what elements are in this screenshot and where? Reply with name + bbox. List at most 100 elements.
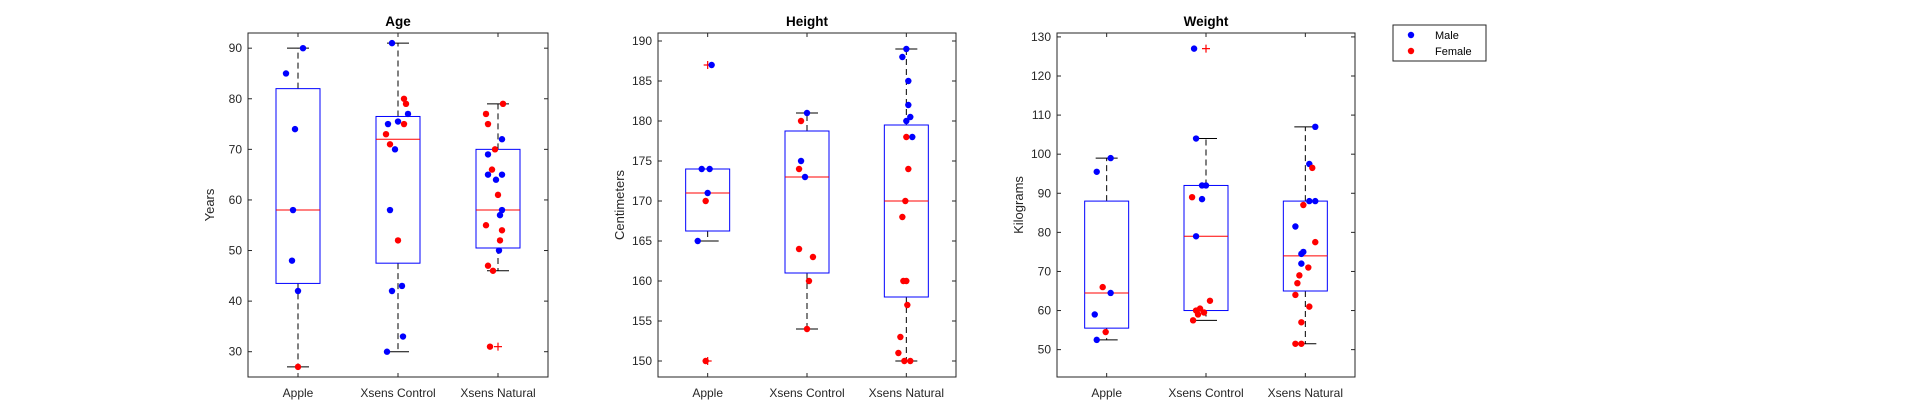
female-point: [1294, 279, 1301, 287]
male-point: [1093, 168, 1100, 175]
male-point: [299, 44, 307, 52]
female-point: [484, 120, 492, 128]
legend-frame: [1392, 24, 1487, 62]
y-tick-label: 80: [229, 92, 243, 106]
male-point: [496, 211, 504, 219]
y-tick-label: 90: [229, 41, 243, 55]
female-point: [1309, 164, 1316, 172]
y-tick-label: 170: [632, 194, 652, 208]
female-point: [1200, 309, 1208, 316]
box-iqr: [883, 124, 929, 298]
x-tick-label: Xsens Natural: [460, 386, 535, 400]
y-tick-label: 90: [1038, 186, 1052, 200]
female-point: [702, 357, 709, 365]
box-iqr: [275, 88, 321, 284]
male-point: [1107, 154, 1114, 162]
male-point: [291, 125, 299, 133]
y-tick-label: 60: [1038, 304, 1052, 318]
female-point: [795, 165, 803, 173]
male-point: [294, 287, 302, 295]
legend-marker-female: [1407, 47, 1415, 55]
male-point: [1312, 197, 1319, 205]
male-point: [388, 39, 396, 47]
male-point: [484, 151, 492, 158]
female-point: [400, 120, 408, 128]
female-point: [803, 325, 811, 333]
female-point: [1099, 283, 1106, 291]
male-point: [903, 117, 910, 125]
female-point: [484, 262, 492, 269]
outlier-marker: [494, 342, 502, 351]
y-tick-label: 80: [1038, 225, 1052, 239]
y-tick-label: 50: [1038, 343, 1052, 357]
chart-panel-height: Height Centimeters 150 155 160 165 170 175 180 18…: [612, 14, 957, 400]
x-tick-label: Xsens Control: [360, 386, 435, 400]
female-point: [488, 166, 496, 173]
male-point: [1306, 197, 1313, 205]
chart-title: Age: [385, 14, 411, 29]
female-point: [903, 133, 910, 141]
chart-title: Height: [786, 14, 829, 29]
male-point: [698, 165, 705, 173]
legend: Male Female: [1392, 24, 1487, 62]
male-point: [899, 53, 906, 61]
x-tick-label: Xsens Control: [769, 386, 844, 400]
female-point: [489, 267, 497, 274]
female-point: [904, 301, 911, 309]
female-point: [400, 95, 408, 102]
female-point: [1206, 297, 1214, 304]
female-point: [496, 237, 504, 244]
y-tick-label: 180: [632, 114, 652, 128]
y-axis-label: Kilograms: [1011, 176, 1026, 234]
female-point: [907, 357, 914, 365]
male-point: [903, 45, 910, 53]
male-point: [694, 237, 701, 245]
x-tick-label: Apple: [692, 386, 723, 400]
female-point: [1292, 291, 1299, 299]
female-point: [482, 110, 490, 118]
female-point: [402, 100, 410, 108]
axes-frame: [247, 32, 549, 378]
male-point: [498, 136, 506, 143]
female-point: [294, 363, 302, 371]
y-tick-label: 40: [229, 294, 243, 308]
male-point: [803, 109, 811, 117]
male-point: [1190, 45, 1198, 52]
female-point: [899, 213, 906, 221]
male-point: [495, 247, 503, 254]
male-point: [399, 333, 407, 340]
legend-label-female: Female: [1435, 46, 1472, 58]
y-tick-label: 160: [632, 274, 652, 288]
box-iqr: [1084, 200, 1130, 329]
female-point: [901, 357, 908, 365]
female-point: [386, 141, 394, 148]
male-point: [1091, 311, 1098, 318]
y-axis-label: Centimeters: [612, 169, 627, 240]
female-point: [1188, 193, 1196, 201]
male-point: [801, 173, 809, 181]
y-tick-label: 70: [1038, 264, 1052, 278]
male-point: [484, 171, 492, 178]
y-tick-label: 60: [229, 193, 243, 207]
male-point: [708, 61, 715, 69]
male-point: [398, 282, 406, 290]
female-point: [1298, 340, 1305, 347]
female-point: [482, 222, 490, 229]
y-tick-label: 155: [632, 314, 652, 328]
male-point: [1292, 223, 1299, 230]
male-point: [797, 157, 805, 165]
male-point: [282, 70, 290, 77]
female-point: [382, 130, 390, 138]
male-point: [1198, 195, 1206, 203]
x-tick-label: Apple: [1091, 386, 1122, 400]
female-point: [902, 197, 909, 205]
male-point: [404, 110, 412, 118]
x-tick-label: Xsens Natural: [1268, 386, 1343, 400]
male-point: [1298, 260, 1305, 267]
male-point: [289, 206, 297, 214]
female-point: [702, 197, 709, 205]
female-point: [805, 277, 813, 285]
male-point: [909, 133, 916, 141]
legend-label-male: Male: [1435, 30, 1459, 42]
